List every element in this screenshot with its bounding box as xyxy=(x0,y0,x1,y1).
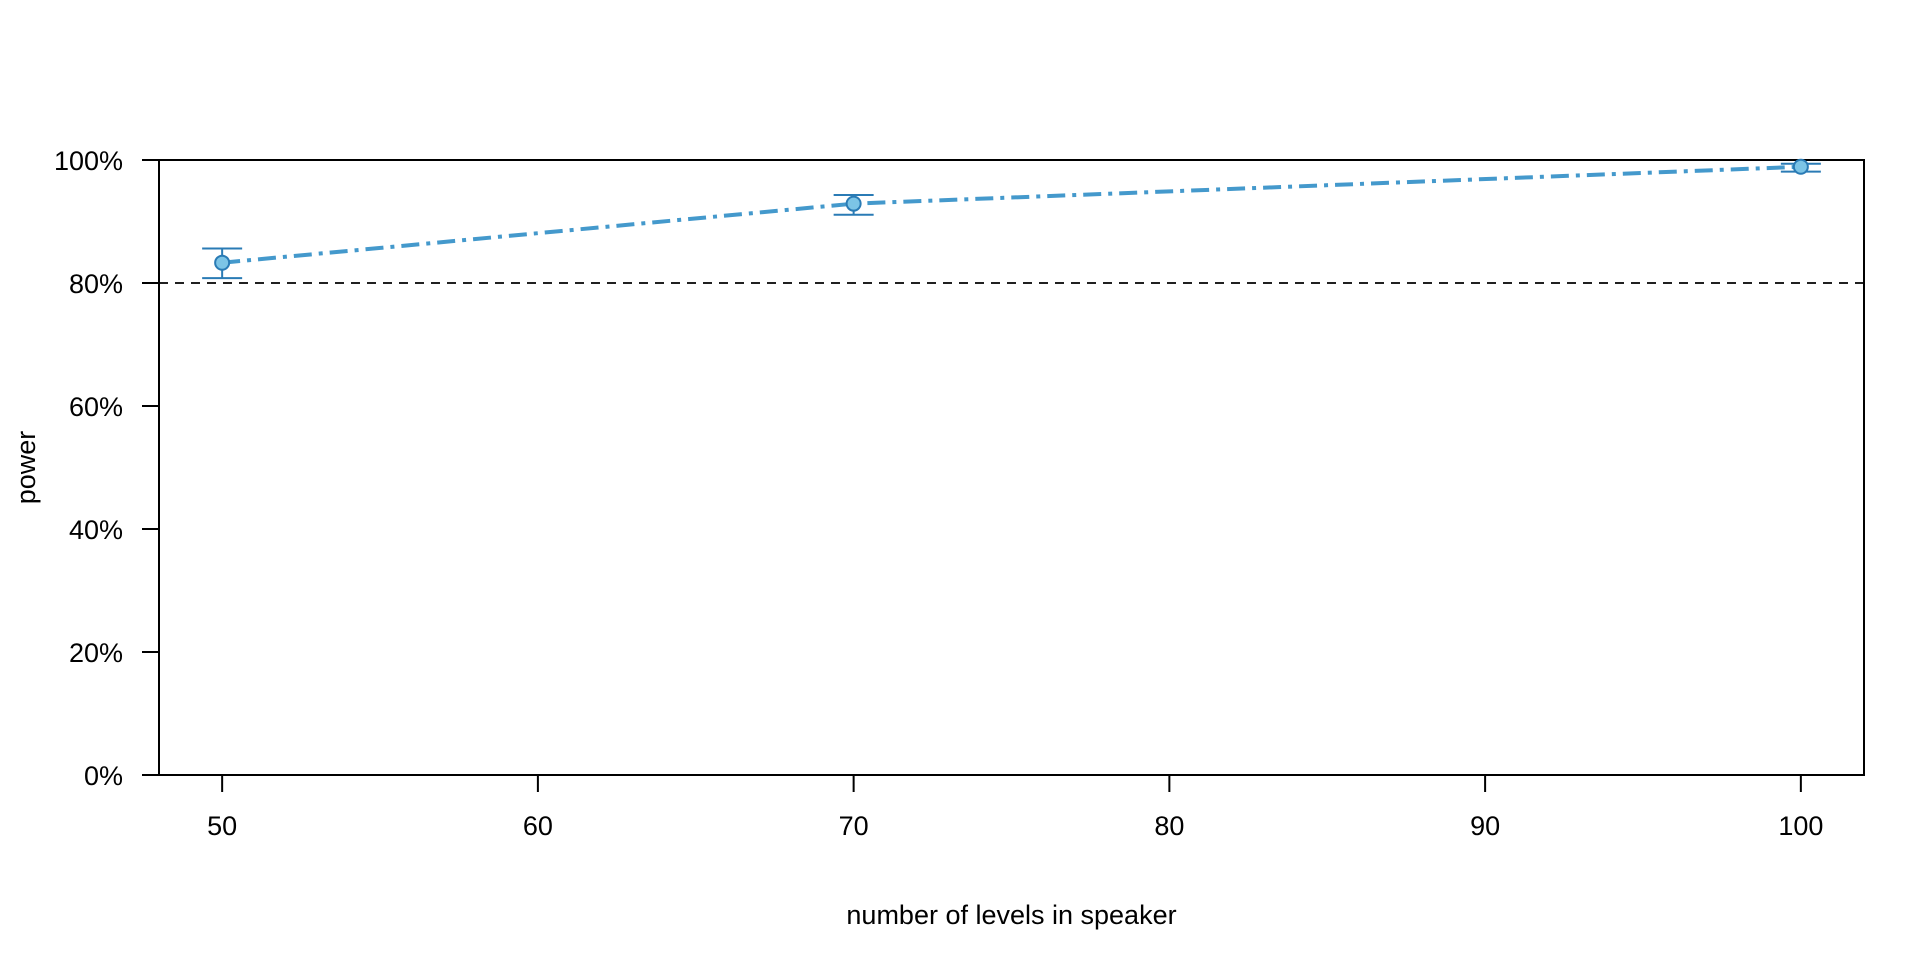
y-axis-title: power xyxy=(11,431,41,505)
x-axis: 50 60 70 80 90 100 xyxy=(207,775,1823,841)
x-tick-label: 60 xyxy=(523,811,553,841)
series-line xyxy=(221,164,1801,265)
y-tick-label: 40% xyxy=(69,515,123,545)
y-axis: 0% 20% 40% 60% 80% 100% xyxy=(54,146,159,791)
x-axis-title: number of levels in speaker xyxy=(846,900,1176,930)
x-tick-label: 80 xyxy=(1154,811,1184,841)
y-tick-label: 20% xyxy=(69,638,123,668)
x-tick-label: 90 xyxy=(1470,811,1500,841)
x-tick-label: 50 xyxy=(207,811,237,841)
series-group xyxy=(202,158,1821,280)
x-tick-label: 70 xyxy=(839,811,869,841)
data-point xyxy=(214,254,231,271)
y-tick-label: 0% xyxy=(84,761,123,791)
data-point xyxy=(1792,158,1809,175)
y-tick-label: 80% xyxy=(69,269,123,299)
plot-border xyxy=(158,159,1865,776)
y-tick-label: 60% xyxy=(69,392,123,422)
y-tick-label: 100% xyxy=(54,146,123,176)
plot-frame xyxy=(158,159,1865,776)
data-point xyxy=(845,195,862,212)
x-tick-label: 100 xyxy=(1778,811,1823,841)
